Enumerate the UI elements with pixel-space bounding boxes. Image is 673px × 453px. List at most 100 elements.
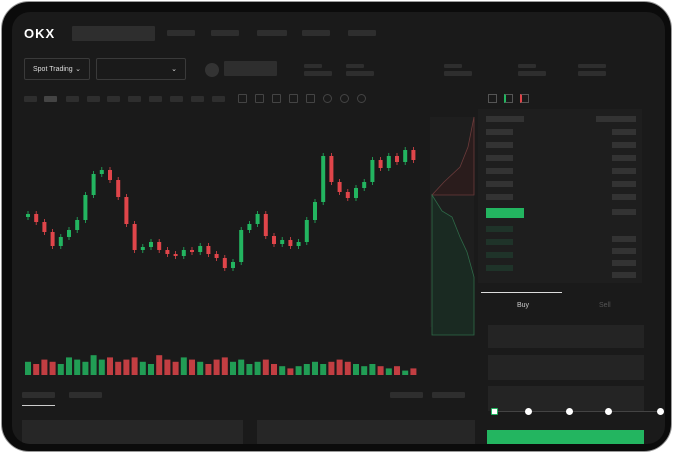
depth-bids [431,193,475,336]
total-input[interactable] [488,386,644,411]
candle [231,262,235,268]
interval-button[interactable] [149,96,162,102]
volume-bar [410,368,417,375]
target-icon[interactable] [323,94,332,103]
ask-amount [612,129,636,135]
interval-button[interactable] [170,96,183,102]
orderbook-asks-icon[interactable] [520,94,529,103]
interval-button[interactable] [191,96,204,102]
header-price [486,116,524,122]
candle [75,220,80,230]
nav-item[interactable] [257,30,287,36]
leverage-step[interactable] [525,408,532,415]
chart-type-icon[interactable] [238,94,247,103]
tab-buy[interactable]: Buy [517,302,530,309]
stat-label [346,64,364,68]
indicator-icon[interactable] [255,94,264,103]
candle [280,240,285,244]
amount-input[interactable] [488,355,644,380]
depth-asks [431,116,475,196]
volume-bar [254,361,261,375]
candle [108,170,112,180]
leverage-slider[interactable] [492,411,660,412]
candle [411,150,416,160]
spot-trading-select[interactable]: Spot Trading ⌄ [24,58,90,80]
volume-bar [66,357,72,375]
settings-icon[interactable] [272,94,281,103]
okx-logo: OKX [24,26,56,41]
circle-icon[interactable] [340,94,349,103]
ask-amount [612,168,636,174]
volume-bar [312,361,318,375]
app-screen: OKX Spot Trading ⌄ ⌄ Buy Sell [12,12,665,444]
ask-price [486,181,513,187]
tab-orders[interactable] [22,392,55,398]
volume-bar [82,361,89,375]
candlestick-chart[interactable] [12,107,482,377]
volume-bar [369,364,376,375]
expand-icon[interactable] [357,94,366,103]
volume-bar [41,359,48,375]
nav-item[interactable] [167,30,195,36]
stat-label [444,64,462,68]
price-input[interactable] [488,325,644,348]
ask-price [486,194,513,200]
candle [67,230,71,237]
volume-bar [180,357,187,375]
orderbook-both-icon[interactable] [488,94,497,103]
volume-bar [90,355,97,375]
interval-button[interactable] [44,96,57,102]
pair-select[interactable]: ⌄ [96,58,186,80]
candle [247,224,252,230]
volume-bar [402,370,409,375]
tab-history[interactable] [69,392,102,398]
candle [190,250,194,252]
candle [337,182,342,192]
volume-bar [221,357,228,375]
orderbook-bids-icon[interactable] [504,94,513,103]
header-amount [596,116,636,122]
chevron-down-icon: ⌄ [171,66,177,73]
interval-button[interactable] [128,96,141,102]
tab-sell[interactable]: Sell [599,302,611,309]
volume-bar [336,359,343,375]
stat-label [304,64,322,68]
leverage-step[interactable] [566,408,573,415]
candle [34,214,39,222]
interval-button[interactable] [66,96,79,102]
candle [378,160,383,168]
bid-price [486,265,513,271]
leverage-step[interactable] [491,408,498,415]
nav-item[interactable] [302,30,330,36]
interval-button[interactable] [212,96,225,102]
last-price [486,208,524,218]
candle [296,242,301,246]
volume-bar [115,361,122,375]
bid-price [486,252,513,258]
interval-button[interactable] [107,96,120,102]
draw-icon[interactable] [306,94,315,103]
filter-button[interactable] [390,392,423,398]
interval-button[interactable] [24,96,37,102]
interval-button[interactable] [87,96,100,102]
volume-bar [361,366,368,375]
line-tool-icon[interactable] [289,94,298,103]
nav-item[interactable] [211,30,239,36]
volume-bar [172,361,179,375]
candle [288,240,293,246]
leverage-step[interactable] [657,408,664,415]
bid-amount [612,260,636,266]
volume-bar [197,361,204,375]
candle [124,197,129,224]
filter-button[interactable] [432,392,465,398]
volume-bar [295,366,302,375]
candle [329,156,334,182]
search-bar[interactable] [72,26,155,41]
ask-amount [612,181,636,187]
leverage-step[interactable] [605,408,612,415]
nav-item[interactable] [348,30,376,36]
buy-button[interactable] [487,430,644,444]
volume-bar [205,364,212,375]
volume-bar [377,366,384,375]
